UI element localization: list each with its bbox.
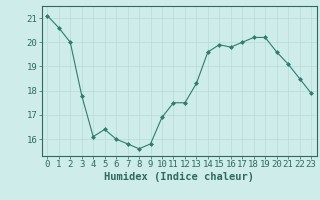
X-axis label: Humidex (Indice chaleur): Humidex (Indice chaleur) — [104, 172, 254, 182]
